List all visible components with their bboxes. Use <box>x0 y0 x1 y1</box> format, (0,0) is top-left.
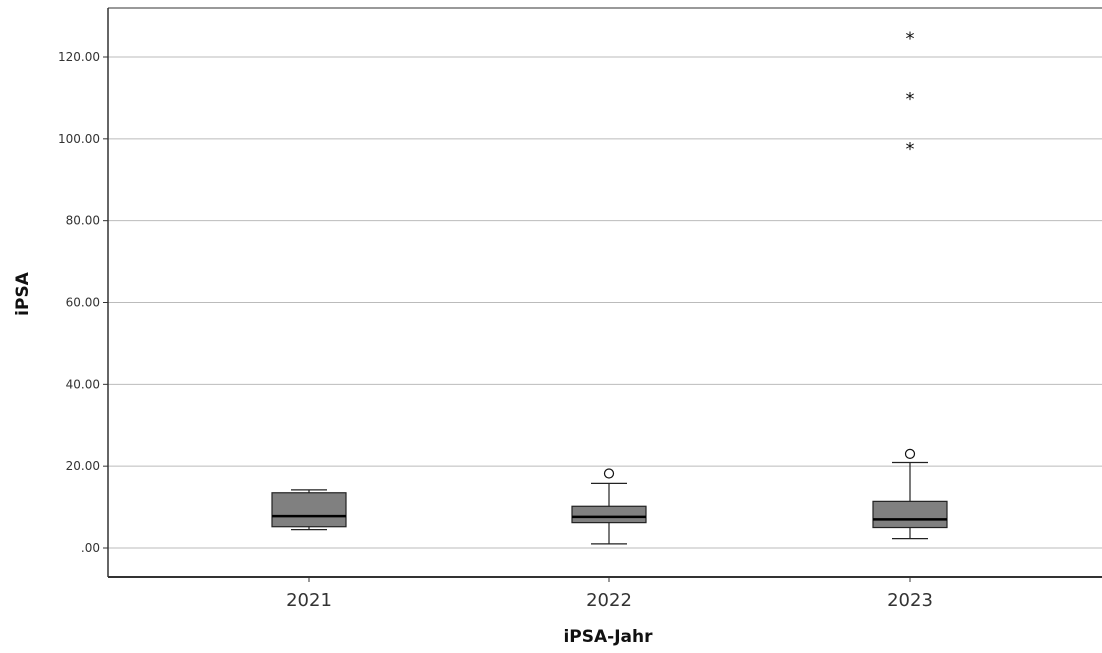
y-tick-label: 40.00 <box>66 377 100 391</box>
outlier-point <box>904 448 916 459</box>
box-2022 <box>571 468 647 545</box>
iqr-box <box>872 500 948 529</box>
x-axis-labels: 2021 2022 2023 <box>286 577 933 611</box>
boxes: * * * <box>271 28 948 545</box>
y-tick-label: 80.00 <box>66 214 100 228</box>
y-axis-ticks: .00 20.00 40.00 60.00 80.00 100.00 120.00 <box>58 50 108 555</box>
x-tick-label: 2022 <box>586 590 632 611</box>
x-tick-label: 2021 <box>286 590 332 611</box>
extreme-point: * <box>906 89 915 110</box>
x-tick-label: 2023 <box>887 590 933 611</box>
y-tick-label: 100.00 <box>58 132 100 146</box>
y-tick-label: 120.00 <box>58 50 100 64</box>
y-axis-title: iPSA <box>13 271 33 316</box>
box-2021 <box>271 489 347 531</box>
box-2023: * * * <box>872 28 948 540</box>
y-tick-label: 20.00 <box>66 459 100 473</box>
y-tick-label: .00 <box>81 541 100 555</box>
extreme-point: * <box>906 28 915 49</box>
extreme-point: * <box>906 139 915 160</box>
x-axis-title: iPSA-Jahr <box>563 627 653 647</box>
iqr-box <box>571 505 647 524</box>
grid-lines <box>108 56 1102 549</box>
outlier-point <box>603 468 615 479</box>
iqr-box <box>271 492 347 528</box>
y-tick-label: 60.00 <box>66 296 100 310</box>
